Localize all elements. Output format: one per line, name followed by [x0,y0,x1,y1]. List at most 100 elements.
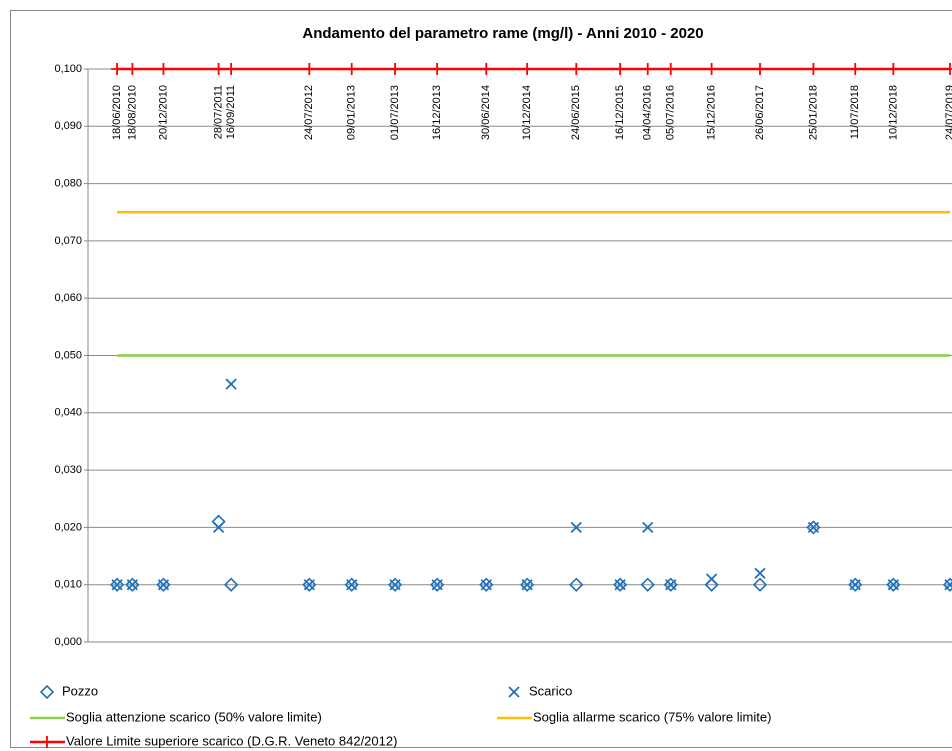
point [521,579,533,591]
x-tick-label: 24/07/2012 [303,85,315,140]
point [431,579,443,591]
point [849,579,861,591]
legend-label: Soglia allarme scarico (75% valore limit… [533,709,771,724]
x-tick-label: 25/01/2018 [807,85,819,140]
legend-marker [41,736,53,748]
point [126,63,139,75]
y-tick-label: 0,000 [54,636,82,648]
point [212,63,225,75]
point [806,520,821,535]
point [663,577,678,592]
point [302,577,317,592]
point [480,63,493,75]
legend-label: Soglia attenzione scarico (50% valore li… [66,709,322,724]
point [807,521,820,534]
point [705,63,718,75]
point [387,577,403,592]
x-tick-label: 05/07/2016 [665,85,677,140]
point [389,579,401,591]
x-tick-label: 24/06/2015 [570,85,582,140]
y-tick-label: 0,040 [54,407,82,419]
point [887,63,900,75]
point [303,579,315,591]
point [754,63,766,75]
point [848,577,863,592]
point [157,579,170,591]
point [480,579,492,591]
point [640,577,655,592]
y-tick-label: 0,030 [54,464,82,476]
x-tick-label: 26/06/2017 [754,85,766,140]
x-tick-label: 11/07/2018 [849,85,861,139]
x-tick-label: 16/09/2011 [225,85,237,139]
x-tick-label: 04/04/2016 [642,85,654,140]
y-tick-label: 0,010 [54,579,82,591]
y-tick-label: 0,100 [54,63,82,75]
point [807,63,820,75]
point [111,579,123,591]
x-tick-label: 10/12/2014 [521,85,533,140]
x-tick-label: 16/12/2013 [431,85,443,140]
point [389,63,402,75]
y-tick-label: 0,060 [54,292,82,304]
point [521,63,534,75]
x-tick-label: 24/07/2019 [944,85,952,140]
y-tick-label: 0,050 [54,349,82,361]
legend-label: Scarico [529,683,572,698]
legend-label: Valore Limite superiore scarico (D.G.R. … [66,733,397,748]
point [642,521,654,534]
point [887,579,899,591]
point [212,521,225,534]
legend-marker [508,686,520,698]
point [754,567,766,579]
x-tick-label: 09/01/2013 [346,85,358,140]
y-tick-label: 0,070 [54,235,82,247]
point [345,63,358,75]
point [125,577,140,592]
x-tick-label: 01/07/2013 [389,85,401,140]
y-tick-label: 0,090 [54,120,82,132]
point [664,63,677,75]
point [431,63,444,75]
chart-title: Andamento del parametro rame (mg/l) - An… [302,25,703,42]
point [570,521,582,534]
point [223,577,239,592]
point [849,63,862,75]
x-tick-label: 28/07/2011 [212,85,224,139]
x-tick-label: 30/06/2014 [480,85,492,140]
x-tick-label: 18/08/2010 [126,85,138,140]
point [225,378,237,390]
point [430,577,445,592]
point [111,63,124,75]
x-tick-label: 16/12/2015 [614,85,626,140]
point [943,63,952,75]
point [614,63,627,75]
point [614,579,626,591]
y-tick-label: 0,020 [54,521,82,533]
point [705,573,718,585]
x-tick-label: 10/12/2018 [887,85,899,140]
point [156,577,171,592]
point [109,577,125,592]
point [346,579,358,591]
point [157,63,170,75]
x-tick-label: 18/06/2010 [111,85,123,140]
x-tick-label: 20/12/2010 [157,85,169,140]
legend-label: Pozzo [62,683,98,698]
point [944,579,952,591]
point [479,577,494,592]
point [569,577,584,592]
point [303,63,316,75]
point [570,63,583,75]
point [641,63,654,75]
x-tick-label: 15/12/2016 [706,85,718,140]
point [225,63,238,75]
y-tick-label: 0,080 [54,178,82,190]
point [942,577,952,592]
chart-border [10,10,952,748]
point [886,577,901,592]
point [665,579,677,591]
point [126,579,139,591]
point [613,577,628,592]
